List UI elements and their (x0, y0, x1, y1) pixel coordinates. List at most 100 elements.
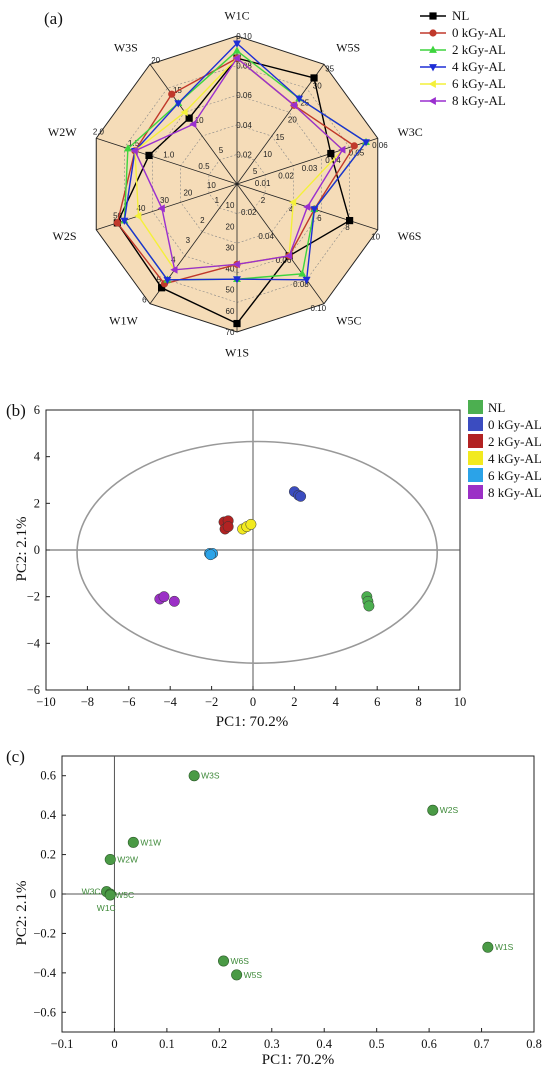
radar-series-marker (288, 198, 297, 207)
y-tick-label: 6 (34, 403, 40, 417)
legend-swatch (468, 468, 483, 482)
x-axis-title-b: PC1: 70.2% (216, 714, 289, 730)
x-tick-label: 0.7 (474, 1037, 490, 1051)
radar-series-marker (303, 202, 311, 211)
panel-label-b: (b) (6, 401, 26, 420)
x-tick-label: 2 (291, 695, 297, 709)
legend-label: NL (488, 400, 505, 415)
radar-series-marker (180, 108, 188, 117)
radar-tick-label: 0.04 (236, 121, 252, 130)
radar-axis-label: W3C (397, 125, 422, 139)
sensor-label: W1C (97, 903, 116, 913)
radar-grid-ring (180, 124, 294, 244)
pca-score-plot-panel: (b) −10 −8 −6 −4 −2 0 2 4 6 8 10 6 4 2 0 −2 −4 −6 PC1: 70… (6, 400, 542, 730)
y-tick-label: −0.4 (33, 966, 56, 980)
sensor-label: W3S (201, 771, 220, 781)
sensor-label: W5S (244, 970, 263, 980)
radar-tick-label: 0.02 (278, 171, 294, 180)
x-tick-label: 0.2 (212, 1037, 228, 1051)
radar-tick-label: 20 (226, 222, 235, 231)
radar-tick-label: 6 (142, 296, 147, 305)
radar-series-marker (338, 145, 346, 154)
radar-tick-label: 10 (195, 116, 204, 125)
radar-series-marker (233, 46, 241, 54)
radar-tick-label: 40 (226, 265, 235, 274)
radar-series-marker (232, 54, 240, 63)
legend-label: 0 kGy-AL (488, 417, 542, 432)
radar-series (113, 40, 370, 328)
radar-tick-label: 0.5 (198, 162, 210, 171)
radar-series-marker (295, 95, 304, 103)
radar-axis-label: W1C (224, 8, 249, 22)
radar-tick-label: 20 (151, 56, 160, 65)
radar-spoke (236, 183, 325, 304)
radar-series-marker (232, 260, 240, 269)
radar-tick-label: 4 (171, 256, 176, 265)
y-tick-label: 0.6 (40, 769, 56, 783)
legend-marker (429, 64, 437, 72)
sensor-label: W3C (82, 887, 101, 897)
radar-tick-label: 30 (160, 196, 169, 205)
radar-tick-label: 50 (113, 211, 122, 220)
legend-swatch (468, 451, 483, 465)
score-point (205, 549, 217, 561)
loading-point (218, 955, 230, 967)
radar-series-marker (170, 265, 178, 274)
radar-grid-ring (208, 154, 266, 214)
x-tick-label: 4 (333, 695, 340, 709)
score-point (363, 600, 375, 612)
radar-tick-label: 6 (317, 214, 322, 223)
legend-label: 4 kGy-AL (452, 59, 506, 74)
legend-label: 2 kGy-AL (452, 42, 506, 57)
score-point (245, 518, 257, 530)
y-tick-label: −2 (27, 590, 40, 604)
radar-series-marker (233, 319, 241, 328)
confidence-ellipse (76, 440, 439, 664)
legend-swatch (468, 434, 483, 448)
radar-series-marker (123, 144, 132, 152)
radar-tick-label: 0.01 (255, 179, 271, 188)
legend-marker (429, 29, 437, 37)
sensor-label: W5C (115, 890, 134, 900)
radar-spoke (96, 137, 238, 185)
radar-series-marker (163, 276, 172, 285)
legend-label: NL (452, 8, 469, 23)
x-tick-label: 0.4 (316, 1037, 332, 1051)
radar-axis-label: W5C (336, 313, 361, 327)
x-tick-label: −2 (205, 695, 218, 709)
y-tick-label: 0 (50, 887, 56, 901)
radar-series-marker (233, 276, 241, 284)
radar-tick-label: 0.03 (302, 164, 318, 173)
loading-point (427, 804, 439, 816)
radar-series-marker (298, 269, 307, 277)
x-tick-label: 0 (250, 695, 256, 709)
radar-series-marker (158, 284, 166, 292)
radar-series-marker (310, 74, 318, 82)
legend-swatch (468, 400, 483, 414)
radar-tick-label: 20 (183, 189, 192, 198)
y-tick-label: −6 (27, 683, 40, 697)
radar-series-marker (346, 216, 354, 225)
legend-swatch (468, 417, 483, 431)
loading-point (104, 853, 116, 865)
legend-label: 8 kGy-AL (488, 485, 542, 500)
legend-marker (428, 97, 436, 105)
sensor-label: W1W (140, 837, 161, 847)
pca-loading-plot-panel: (c) −0.1 0 0.1 0.2 0.3 0.4 0.5 0.6 0.7 0.8 0.6 0.4 0… (6, 747, 542, 1068)
radar-tick-label: 50 (226, 286, 235, 295)
radar-axis-label: W2W (48, 125, 77, 139)
y-axis-title-b: PC2: 2.1% (14, 516, 30, 581)
radar-axis-label: W5S (336, 41, 360, 55)
x-tick-label: −10 (36, 695, 56, 709)
y-tick-label: 0 (34, 543, 40, 557)
legend-label: 6 kGy-AL (452, 76, 506, 91)
radar-tick-label: 5 (219, 146, 224, 155)
x-tick-label: 0.3 (264, 1037, 280, 1051)
loading-point (104, 889, 116, 901)
loading-point (482, 941, 494, 953)
score-point (222, 521, 234, 533)
legend-marker (428, 80, 436, 88)
radar-variable-labels: W1C W5S W3C W6S W5C W1S W1W W2S W2W W3S (48, 8, 423, 359)
radar-spoke (236, 64, 325, 185)
